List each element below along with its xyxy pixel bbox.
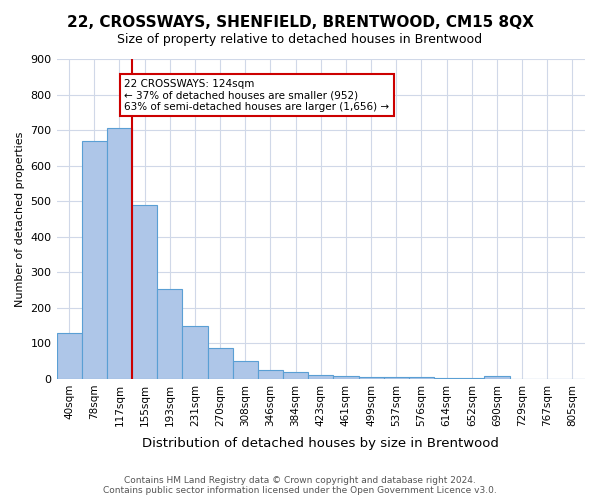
- Text: Contains HM Land Registry data © Crown copyright and database right 2024.
Contai: Contains HM Land Registry data © Crown c…: [103, 476, 497, 495]
- Bar: [82, 141, 107, 379]
- Bar: [434, 378, 459, 379]
- Bar: [107, 128, 132, 379]
- Text: Size of property relative to detached houses in Brentwood: Size of property relative to detached ho…: [118, 32, 482, 46]
- Y-axis label: Number of detached properties: Number of detached properties: [15, 132, 25, 306]
- Bar: [308, 374, 334, 379]
- Bar: [484, 376, 509, 379]
- Bar: [409, 378, 434, 379]
- Bar: [157, 289, 182, 379]
- X-axis label: Distribution of detached houses by size in Brentwood: Distribution of detached houses by size …: [142, 437, 499, 450]
- Bar: [233, 361, 258, 379]
- Bar: [334, 376, 359, 379]
- Bar: [132, 204, 157, 379]
- Text: 22, CROSSWAYS, SHENFIELD, BRENTWOOD, CM15 8QX: 22, CROSSWAYS, SHENFIELD, BRENTWOOD, CM1…: [67, 15, 533, 30]
- Bar: [182, 326, 208, 379]
- Bar: [56, 332, 82, 379]
- Bar: [283, 372, 308, 379]
- Text: 22 CROSSWAYS: 124sqm
← 37% of detached houses are smaller (952)
63% of semi-deta: 22 CROSSWAYS: 124sqm ← 37% of detached h…: [124, 78, 389, 112]
- Bar: [208, 348, 233, 379]
- Bar: [459, 378, 484, 379]
- Bar: [383, 377, 409, 379]
- Bar: [359, 377, 383, 379]
- Bar: [258, 370, 283, 379]
